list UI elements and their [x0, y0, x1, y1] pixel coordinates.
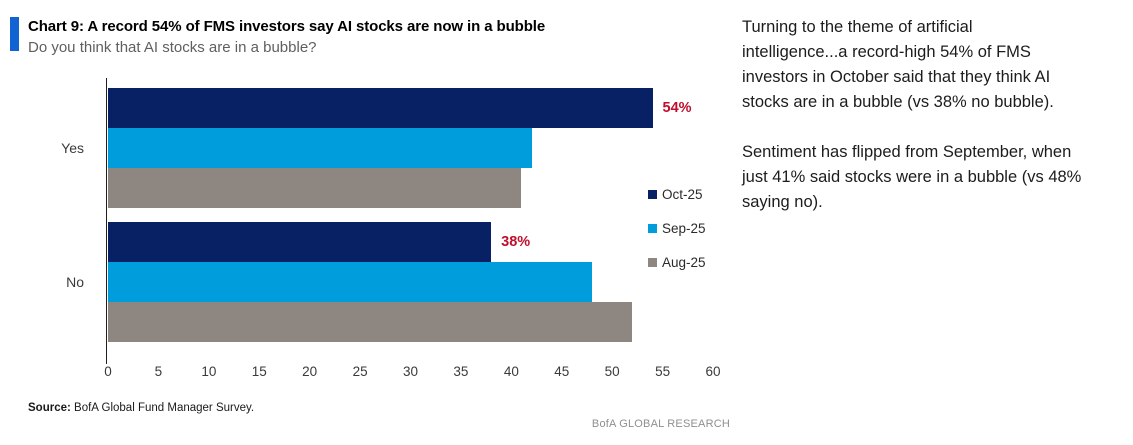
- x-tick-0: 0: [104, 364, 112, 379]
- x-tick-30: 30: [402, 364, 419, 379]
- legend-swatch-icon: [648, 189, 657, 199]
- legend-label: Aug-25: [662, 254, 706, 270]
- bar-no-oct-25: [108, 222, 492, 262]
- chart-title: Chart 9: A record 54% of FMS investors s…: [28, 18, 546, 35]
- title-accent-bar: [10, 17, 19, 51]
- category-label-no: No: [66, 274, 84, 290]
- x-tick-50: 50: [604, 364, 620, 379]
- chart-legend: Oct-25 Sep-25 Aug-25: [648, 186, 706, 288]
- bar-no-aug-25: [108, 302, 633, 342]
- x-tick-5: 5: [154, 364, 163, 379]
- source-text: BofA Global Fund Manager Survey.: [70, 402, 255, 414]
- x-tick-45: 45: [554, 364, 570, 379]
- bar-value-label-no: 38%: [501, 234, 531, 250]
- x-tick-55: 55: [655, 364, 671, 379]
- source-label: Source:: [28, 402, 71, 414]
- plot-area: 54% 38%: [108, 78, 713, 364]
- bar-yes-sep-25: [108, 128, 532, 168]
- commentary-paragraph-1: Turning to the theme of artificial intel…: [742, 18, 1054, 111]
- legend-swatch-icon: [648, 223, 657, 233]
- brand-bofa-global-research: BofA GLOBAL RESEARCH: [591, 418, 730, 430]
- x-tick-15: 15: [251, 364, 267, 379]
- legend-swatch-icon: [648, 257, 657, 267]
- commentary-paragraph-2: Sentiment has flipped from September, wh…: [742, 143, 1082, 211]
- x-tick-10: 10: [201, 364, 217, 379]
- x-tick-20: 20: [302, 364, 318, 379]
- x-axis: 0 5 10 15 20 25 30 35 40 45 50 55 60: [104, 364, 720, 382]
- legend-item-sep-25: Sep-25: [648, 220, 706, 236]
- bar-value-label-yes: 54%: [662, 100, 692, 116]
- x-tick-60: 60: [705, 364, 721, 379]
- legend-item-aug-25: Aug-25: [648, 254, 706, 270]
- x-tick-25: 25: [352, 364, 368, 379]
- chart-panel: Chart 9: A record 54% of FMS investors s…: [10, 17, 730, 430]
- x-tick-40: 40: [503, 364, 519, 379]
- x-tick-35: 35: [453, 364, 469, 379]
- source-line: Source: BofA Global Fund Manager Survey.: [28, 402, 254, 414]
- bar-yes-oct-25: [108, 88, 653, 128]
- category-label-yes: Yes: [61, 140, 84, 156]
- legend-label: Oct-25: [662, 186, 703, 202]
- commentary-panel: Turning to the theme of artificial intel…: [742, 15, 1132, 240]
- chart-subtitle: Do you think that AI stocks are in a bub…: [28, 39, 317, 56]
- bar-no-sep-25: [108, 262, 592, 302]
- bar-yes-aug-25: [108, 168, 522, 208]
- legend-item-oct-25: Oct-25: [648, 186, 706, 202]
- y-axis-line: [106, 78, 107, 364]
- legend-label: Sep-25: [662, 220, 706, 236]
